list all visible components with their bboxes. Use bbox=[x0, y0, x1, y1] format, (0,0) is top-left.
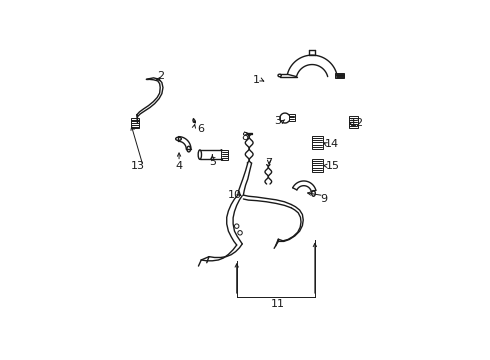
Bar bbox=[312, 136, 322, 149]
Text: 10: 10 bbox=[227, 190, 242, 200]
Bar bbox=[312, 159, 322, 172]
Text: 1: 1 bbox=[253, 75, 260, 85]
Text: 11: 11 bbox=[270, 299, 285, 309]
Text: 2: 2 bbox=[157, 71, 165, 81]
Bar bbox=[349, 116, 358, 128]
Text: 8: 8 bbox=[242, 132, 248, 142]
Text: 14: 14 bbox=[325, 139, 339, 149]
Text: 5: 5 bbox=[209, 157, 216, 167]
Text: 7: 7 bbox=[266, 158, 273, 168]
Text: 12: 12 bbox=[350, 118, 364, 128]
Text: 15: 15 bbox=[326, 161, 340, 171]
Bar bbox=[221, 150, 228, 159]
Bar bbox=[336, 73, 344, 78]
Text: 3: 3 bbox=[274, 116, 281, 126]
Text: 9: 9 bbox=[320, 194, 327, 204]
Bar bbox=[130, 118, 140, 128]
Text: 13: 13 bbox=[131, 161, 145, 171]
Bar bbox=[289, 114, 295, 121]
Text: 4: 4 bbox=[175, 161, 183, 171]
Text: 6: 6 bbox=[197, 123, 204, 134]
